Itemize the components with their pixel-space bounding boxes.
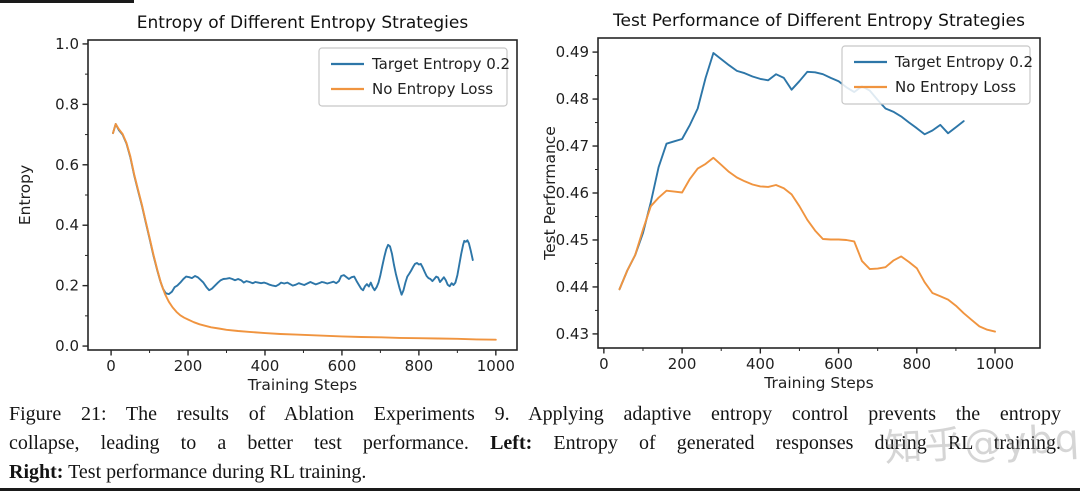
caption-line: Right: Test performance during RL traini… bbox=[9, 458, 1061, 487]
y-tick-label: 0.44 bbox=[556, 278, 589, 296]
legend-label: No Entropy Loss bbox=[372, 80, 493, 98]
y-tick-label: 0.4 bbox=[55, 216, 79, 234]
series-line bbox=[618, 52, 965, 291]
caption-text: Test performance during RL training. bbox=[63, 461, 367, 483]
plot-area bbox=[112, 123, 497, 341]
charts-row: 0 200 400 600 800 1000 0.0 0.2 0.4 0.6 0.8 1.0 Entro… bbox=[16, 11, 1041, 394]
test-performance-chart: 0 200 400 600 800 1000 0.43 0.44 0.45 0.46 0.47 0.4… bbox=[541, 11, 1041, 392]
x-tick-label: 600 bbox=[328, 357, 357, 375]
caption-text: collapse, leading to a better test perfo… bbox=[9, 432, 491, 454]
caption-bold-label: Right: bbox=[9, 461, 64, 483]
x-tick-label: 800 bbox=[405, 357, 434, 375]
chart-title: Entropy of Different Entropy Strategies bbox=[137, 13, 469, 33]
entropy-chart: 0 200 400 600 800 1000 0.0 0.2 0.4 0.6 0.8 1.0 Entro… bbox=[16, 13, 518, 394]
legend-label: No Entropy Loss bbox=[895, 78, 1016, 96]
series-line bbox=[112, 123, 497, 341]
figure-caption: Figure 21: The results of Ablation Exper… bbox=[9, 400, 1061, 487]
y-tick-label: 0.2 bbox=[55, 277, 79, 295]
caption-line: Figure 21: The results of Ablation Exper… bbox=[9, 400, 1061, 429]
caption-text: Entropy of generated responses during RL… bbox=[532, 432, 1061, 454]
caption-text: Figure 21: The results of Ablation Exper… bbox=[9, 403, 1061, 425]
chart-title: Test Performance of Different Entropy St… bbox=[612, 11, 1025, 31]
x-axis-label: Training Steps bbox=[763, 374, 873, 392]
y-axis-label: Test Performance bbox=[541, 126, 559, 261]
x-tick-label: 1000 bbox=[976, 355, 1014, 373]
y-tick-label: 0.49 bbox=[556, 43, 589, 61]
y-tick-label: 0.48 bbox=[556, 90, 589, 108]
x-tick-label: 200 bbox=[174, 357, 203, 375]
caption-bold-label: Left: bbox=[490, 432, 533, 454]
x-tick-label: 400 bbox=[746, 355, 775, 373]
y-tick-label: 0.6 bbox=[55, 156, 79, 174]
legend-box bbox=[841, 45, 1031, 105]
series-line bbox=[112, 123, 474, 296]
y-tick-label: 0.8 bbox=[55, 95, 79, 113]
x-tick-label: 1000 bbox=[477, 357, 515, 375]
y-tick-label: 0.47 bbox=[556, 137, 589, 155]
x-tick-label: 0 bbox=[106, 357, 116, 375]
bottom-divider bbox=[0, 488, 1080, 491]
legend-label: Target Entropy 0.2 bbox=[371, 55, 510, 73]
y-tick-label: 0.43 bbox=[556, 325, 589, 343]
top-partial-divider bbox=[0, 0, 134, 3]
series-line bbox=[618, 156, 996, 333]
y-axis-label: Entropy bbox=[16, 165, 34, 225]
plot-area bbox=[618, 52, 996, 333]
y-tick-label: 0.46 bbox=[556, 184, 589, 202]
x-tick-label: 0 bbox=[599, 355, 609, 373]
caption-line: collapse, leading to a better test perfo… bbox=[9, 429, 1061, 458]
x-tick-label: 400 bbox=[251, 357, 280, 375]
legend-label: Target Entropy 0.2 bbox=[894, 53, 1033, 71]
y-tick-label: 0.0 bbox=[55, 337, 79, 355]
y-tick-label: 1.0 bbox=[55, 35, 79, 53]
x-tick-label: 200 bbox=[668, 355, 697, 373]
x-axis-label: Training Steps bbox=[247, 376, 357, 394]
legend-box bbox=[318, 47, 508, 107]
y-tick-label: 0.45 bbox=[556, 231, 589, 249]
x-tick-label: 800 bbox=[902, 355, 931, 373]
x-tick-label: 600 bbox=[824, 355, 853, 373]
